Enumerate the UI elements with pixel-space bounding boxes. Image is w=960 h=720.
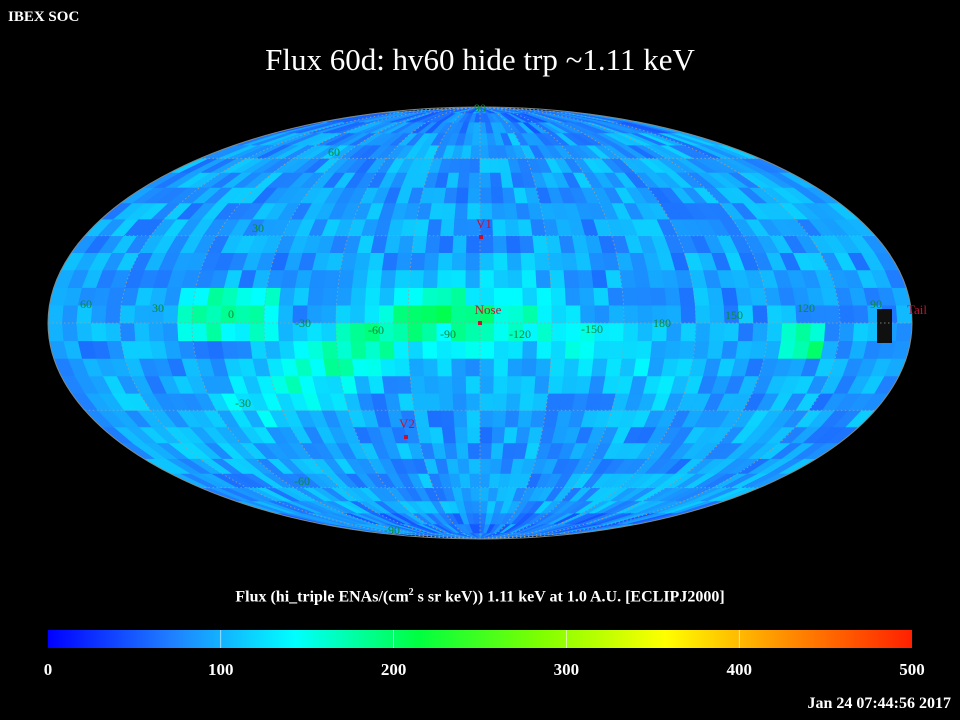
- meridian: [479, 107, 841, 539]
- lat-label: 60: [328, 145, 340, 159]
- lon-label: -90: [440, 327, 456, 341]
- colorbar-tick-label: 0: [43, 660, 53, 679]
- lon-label: -60: [368, 323, 384, 337]
- timestamp: Jan 24 07:44:56 2017: [807, 695, 951, 712]
- markers: V1 Nose V2 Tail: [399, 216, 927, 439]
- page-title: Flux 60d: hv60 hide trp ~1.11 keV: [265, 42, 695, 77]
- tail-gap: [877, 309, 892, 343]
- colorbar-title-suffix: s sr keV)) 1.11 keV at 1.0 A.U. [ECLIPJ2…: [413, 588, 725, 606]
- lon-label: 90: [870, 297, 882, 311]
- marker-label-tail: Tail: [907, 302, 927, 317]
- lon-label: -150: [581, 322, 603, 336]
- marker-nose: [478, 321, 482, 325]
- lat-label: 90: [474, 101, 486, 115]
- colorbar-tick-label: 500: [899, 660, 925, 679]
- marker-label-v2: V2: [399, 416, 415, 431]
- colorbar-tick-label: 100: [208, 660, 234, 679]
- lon-label: 150: [725, 308, 743, 322]
- lat-label: 30: [252, 221, 264, 235]
- marker-v2: [404, 435, 408, 439]
- lat-label: -30: [235, 396, 251, 410]
- lat-label: -90: [384, 523, 400, 537]
- lon-label: 30: [152, 301, 164, 315]
- marker-v1: [479, 235, 483, 239]
- meridian: [479, 107, 625, 539]
- meridian: [479, 107, 553, 539]
- colorbar-tick-label: 400: [726, 660, 752, 679]
- flux-pixels: [48, 107, 912, 539]
- lon-label: 180: [653, 316, 671, 330]
- map-border: [47, 106, 913, 540]
- lon-label: 60: [80, 297, 92, 311]
- meridian: [407, 107, 481, 539]
- lon-label: 120: [797, 301, 815, 315]
- meridian: [119, 107, 481, 539]
- marker-label-v1: V1: [476, 216, 492, 231]
- colorbar-tick-label: 300: [553, 660, 580, 679]
- lon-label: -120: [509, 327, 531, 341]
- marker-label-nose: Nose: [475, 302, 502, 317]
- colorbar-title-sup: 2: [408, 587, 414, 598]
- meridian: [335, 107, 481, 539]
- graticule-labels: 90 60 30 -30 -60 -90 60 30 0 -30 -60 -90 -120 -150 180…: [80, 101, 882, 537]
- lon-label: -30: [295, 316, 311, 330]
- colorbar-title: Flux (hi_triple ENAs/(cm2 s sr keV)) 1.1…: [0, 587, 960, 606]
- colorbar-title-prefix: Flux (hi_triple ENAs/(cm: [235, 588, 409, 606]
- lat-label: -60: [294, 474, 310, 488]
- lon-label: 0: [228, 307, 234, 321]
- corner-label: IBEX SOC: [8, 9, 80, 25]
- colorbar: [48, 630, 912, 648]
- colorbar-gridlines: [220, 630, 740, 648]
- colorbar-tick-label: 200: [380, 660, 407, 679]
